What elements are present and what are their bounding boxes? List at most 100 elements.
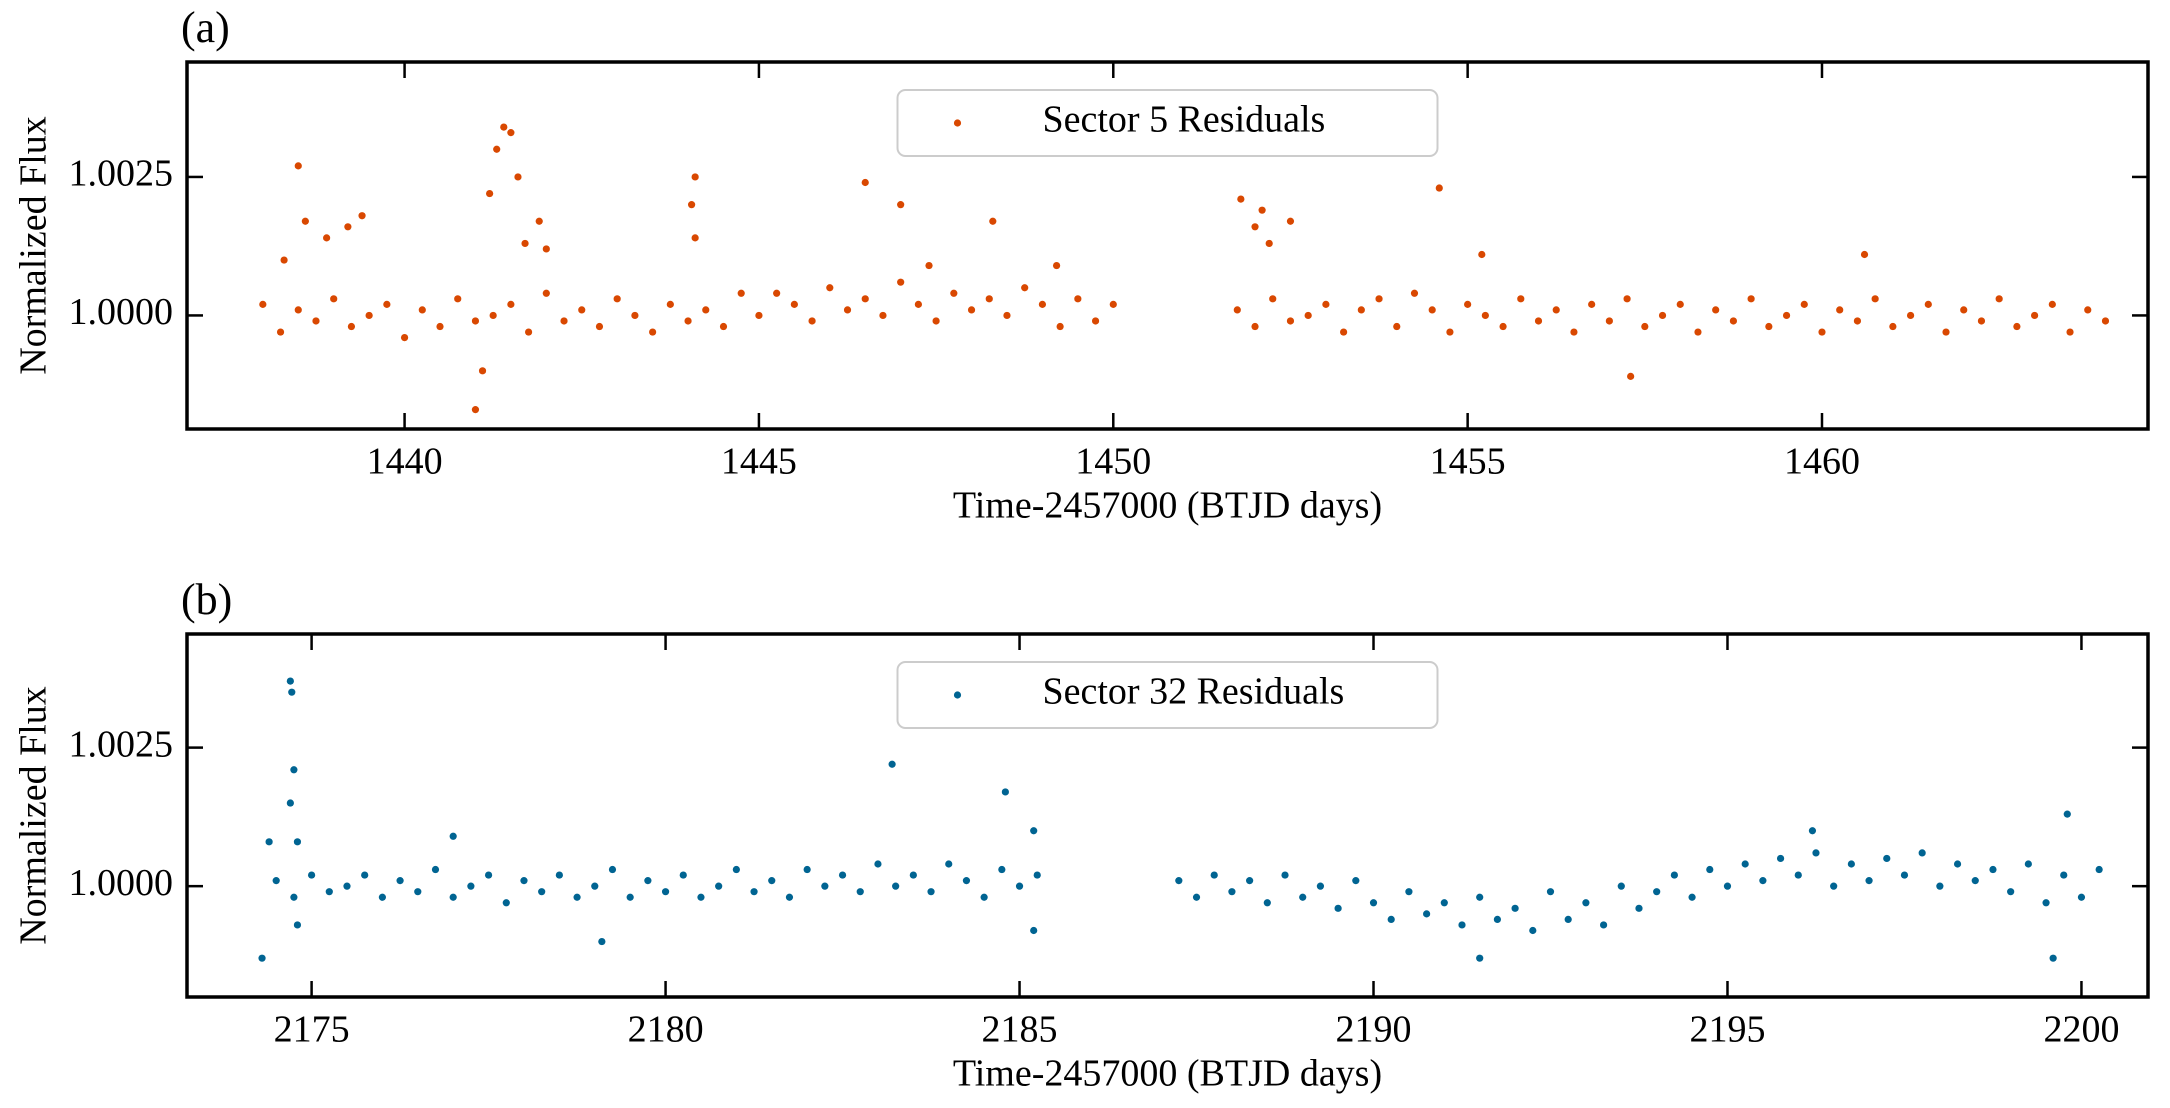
data-point: [1759, 877, 1767, 885]
data-point: [684, 317, 692, 325]
data-point: [967, 306, 976, 314]
data-point: [1995, 295, 2003, 303]
data-point: [1653, 888, 1661, 896]
data-point: [950, 289, 958, 297]
data-point: [879, 311, 887, 320]
data-point: [436, 322, 444, 331]
data-point: [276, 328, 285, 336]
data-point: [888, 760, 896, 768]
data-point: [1269, 295, 1277, 303]
data-point: [1316, 882, 1325, 890]
x-axis-label: Time-2457000 (BTJD days): [953, 1053, 1382, 1095]
data-point: [1322, 300, 1330, 308]
data-point: [1552, 306, 1560, 314]
data-point: [449, 893, 457, 901]
data-point: [2066, 328, 2074, 336]
data-point: [578, 306, 586, 314]
data-point: [1582, 899, 1590, 907]
legend-box: [896, 89, 1439, 157]
data-point: [591, 882, 599, 890]
data-point: [1233, 306, 1241, 314]
x-tick-label: 1450: [1075, 441, 1151, 483]
data-point: [1410, 289, 1419, 297]
x-tick-label: 2185: [982, 1009, 1058, 1051]
data-point: [1281, 871, 1289, 879]
data-point: [945, 860, 953, 868]
data-point: [909, 871, 917, 879]
data-point: [608, 865, 617, 874]
x-tick-label: 2200: [2043, 1009, 2119, 1051]
data-point: [1375, 295, 1383, 303]
data-point: [323, 234, 331, 242]
data-point: [1286, 217, 1295, 225]
data-point: [2024, 860, 2032, 868]
data-point: [719, 322, 728, 331]
legend-marker: [953, 119, 962, 127]
data-point: [1741, 860, 1749, 868]
data-point: [1670, 871, 1678, 879]
legend-marker: [953, 691, 962, 699]
data-point: [1617, 882, 1625, 890]
data-point: [2101, 317, 2110, 325]
data-point: [1906, 311, 1915, 320]
data-point: [1635, 904, 1643, 912]
data-point: [2084, 306, 2092, 314]
data-point: [1405, 888, 1413, 896]
data-point: [1900, 871, 1909, 879]
data-point: [1258, 206, 1266, 214]
data-point: [1534, 317, 1543, 325]
data-point: [644, 877, 652, 885]
data-point: [2013, 322, 2021, 331]
data-point: [1074, 295, 1082, 303]
data-point: [1175, 877, 1183, 885]
data-point: [1056, 322, 1064, 331]
data-point: [1387, 915, 1395, 924]
data-point: [826, 284, 834, 292]
data-point: [927, 888, 935, 896]
data-point: [892, 882, 900, 890]
data-point: [1812, 849, 1820, 857]
data-point: [280, 256, 288, 264]
y-axis-label: Normalized Flux: [13, 686, 55, 945]
data-point: [1246, 877, 1254, 885]
data-point: [1478, 250, 1486, 259]
data-point: [293, 921, 302, 929]
x-tick-label: 1460: [1784, 441, 1860, 483]
data-point: [1918, 849, 1926, 857]
data-point: [861, 295, 869, 303]
data-point: [1393, 322, 1401, 331]
data-point: [259, 300, 267, 308]
data-point: [542, 245, 550, 253]
data-point: [1889, 322, 1897, 331]
data-point: [507, 129, 515, 137]
data-point: [1570, 328, 1578, 336]
data-point: [897, 278, 905, 286]
data-point: [773, 289, 781, 297]
data-point: [697, 893, 705, 901]
data-point: [1836, 306, 1844, 314]
y-tick-label: 1.0000: [69, 291, 174, 333]
data-point: [542, 289, 550, 297]
data-point: [1511, 904, 1519, 912]
axes-frame: [185, 60, 2150, 431]
data-point: [330, 295, 338, 303]
x-tick-label: 1440: [367, 441, 443, 483]
data-point: [1588, 300, 1596, 308]
data-point: [471, 317, 480, 325]
data-point: [1038, 300, 1047, 308]
data-point: [2060, 871, 2068, 879]
data-point: [1476, 954, 1484, 962]
data-point: [2063, 810, 2071, 818]
data-point: [856, 888, 864, 896]
data-point: [1499, 322, 1507, 331]
data-point: [755, 311, 763, 320]
data-point: [486, 189, 494, 198]
data-point: [2007, 888, 2015, 896]
data-point: [897, 201, 905, 209]
data-point: [1440, 899, 1448, 907]
data-point: [998, 865, 1006, 874]
data-point: [750, 888, 758, 896]
data-point: [1228, 888, 1236, 896]
